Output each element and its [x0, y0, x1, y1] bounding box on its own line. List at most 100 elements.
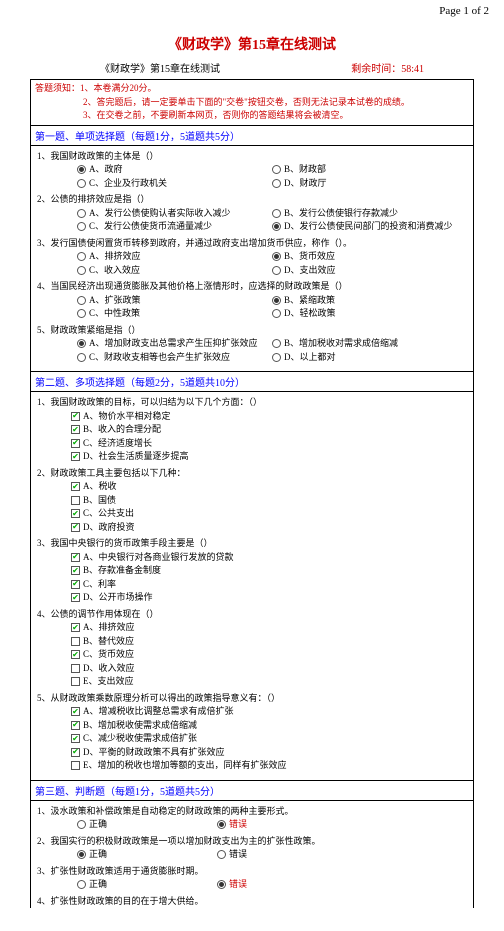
- radio-icon[interactable]: [77, 252, 86, 261]
- option[interactable]: B、国债: [71, 494, 467, 508]
- option[interactable]: A、税收: [71, 480, 467, 494]
- checkbox-icon[interactable]: [71, 412, 80, 421]
- option[interactable]: A、排挤效应: [71, 621, 467, 635]
- option[interactable]: A、物价水平相对稳定: [71, 410, 467, 424]
- checkbox-icon[interactable]: [71, 523, 80, 532]
- option[interactable]: E、增加的税收也增加等额的支出，同样有扩张效应: [71, 759, 467, 773]
- checkbox-icon[interactable]: [71, 650, 80, 659]
- radio-icon[interactable]: [77, 179, 86, 188]
- page-number: Page 1 of 2: [0, 0, 504, 22]
- option[interactable]: A、增减税收比调整总需求有成倍扩张: [71, 705, 467, 719]
- checkbox-icon[interactable]: [71, 623, 80, 632]
- radio-icon[interactable]: [77, 296, 86, 305]
- false-option[interactable]: 错误: [217, 878, 247, 892]
- option[interactable]: E、支出效应: [71, 675, 467, 689]
- option[interactable]: C、减少税收使需求成倍扩张: [71, 732, 467, 746]
- option[interactable]: C、利率: [71, 578, 467, 592]
- option[interactable]: B、发行公债使银行存款减少: [272, 207, 467, 221]
- option[interactable]: A、扩张政策: [77, 294, 272, 308]
- radio-icon[interactable]: [272, 266, 281, 275]
- radio-icon[interactable]: [77, 165, 86, 174]
- radio-icon[interactable]: [77, 309, 86, 318]
- true-option[interactable]: 正确: [77, 818, 107, 832]
- option[interactable]: B、货币效应: [272, 250, 467, 264]
- radio-icon[interactable]: [272, 353, 281, 362]
- option[interactable]: B、替代效应: [71, 635, 467, 649]
- option[interactable]: D、支出效应: [272, 264, 467, 278]
- option[interactable]: D、轻松政策: [272, 307, 467, 321]
- option[interactable]: D、政府投资: [71, 521, 467, 535]
- option[interactable]: D、平衡的财政政策不具有扩张效应: [71, 746, 467, 760]
- true-option[interactable]: 正确: [77, 848, 107, 862]
- option[interactable]: C、财政收支相等也会产生扩张效应: [77, 351, 272, 365]
- checkbox-icon[interactable]: [71, 677, 80, 686]
- option[interactable]: B、增加税收对需求成倍缩减: [272, 337, 467, 351]
- option[interactable]: B、存款准备金制度: [71, 564, 467, 578]
- option[interactable]: C、收入效应: [77, 264, 272, 278]
- option[interactable]: A、政府: [77, 163, 272, 177]
- radio-icon[interactable]: [77, 820, 86, 829]
- option[interactable]: A、增加财政支出总需求产生压抑扩张效应: [77, 337, 272, 351]
- option[interactable]: C、企业及行政机关: [77, 177, 272, 191]
- checkbox-icon[interactable]: [71, 496, 80, 505]
- radio-icon[interactable]: [272, 339, 281, 348]
- radio-icon[interactable]: [217, 880, 226, 889]
- radio-icon[interactable]: [272, 296, 281, 305]
- checkbox-icon[interactable]: [71, 509, 80, 518]
- checkbox-icon[interactable]: [71, 580, 80, 589]
- radio-icon[interactable]: [77, 266, 86, 275]
- checkbox-icon[interactable]: [71, 593, 80, 602]
- radio-icon[interactable]: [77, 209, 86, 218]
- checkbox-icon[interactable]: [71, 452, 80, 461]
- option[interactable]: A、排挤效应: [77, 250, 272, 264]
- radio-icon[interactable]: [272, 179, 281, 188]
- option[interactable]: B、财政部: [272, 163, 467, 177]
- option[interactable]: B、增加税收使需求成倍缩减: [71, 719, 467, 733]
- option[interactable]: C、经济适度增长: [71, 437, 467, 451]
- checkbox-icon[interactable]: [71, 707, 80, 716]
- options: A、物价水平相对稳定B、收入的合理分配C、经济适度增长D、社会生活质量逐步提高: [37, 410, 467, 464]
- option[interactable]: B、紧缩政策: [272, 294, 467, 308]
- true-option[interactable]: 正确: [77, 878, 107, 892]
- checkbox-icon[interactable]: [71, 748, 80, 757]
- radio-icon[interactable]: [77, 880, 86, 889]
- option[interactable]: B、收入的合理分配: [71, 423, 467, 437]
- radio-icon[interactable]: [77, 222, 86, 231]
- radio-icon[interactable]: [217, 850, 226, 859]
- checkbox-icon[interactable]: [71, 721, 80, 730]
- radio-icon[interactable]: [77, 850, 86, 859]
- checkbox-icon[interactable]: [71, 439, 80, 448]
- checkbox-icon[interactable]: [71, 553, 80, 562]
- option[interactable]: D、发行公债使民间部门的投资和消费减少: [272, 220, 467, 234]
- radio-icon[interactable]: [272, 222, 281, 231]
- option[interactable]: D、以上都对: [272, 351, 467, 365]
- checkbox-icon[interactable]: [71, 482, 80, 491]
- option[interactable]: D、社会生活质量逐步提高: [71, 450, 467, 464]
- option[interactable]: A、发行公债使购认者实际收入减少: [77, 207, 272, 221]
- option-label: A、排挤效应: [83, 621, 135, 635]
- radio-icon[interactable]: [272, 209, 281, 218]
- section1-header: 第一题、单项选择题（每题1分，5道题共5分）: [30, 126, 474, 146]
- radio-icon[interactable]: [272, 252, 281, 261]
- option[interactable]: D、公开市场操作: [71, 591, 467, 605]
- false-option[interactable]: 错误: [217, 848, 247, 862]
- option[interactable]: C、公共支出: [71, 507, 467, 521]
- option[interactable]: D、收入效应: [71, 662, 467, 676]
- checkbox-icon[interactable]: [71, 734, 80, 743]
- option[interactable]: C、中性政策: [77, 307, 272, 321]
- checkbox-icon[interactable]: [71, 425, 80, 434]
- radio-icon[interactable]: [272, 165, 281, 174]
- option[interactable]: C、货币效应: [71, 648, 467, 662]
- option[interactable]: A、中央银行对各商业银行发放的贷款: [71, 551, 467, 565]
- false-option[interactable]: 错误: [217, 818, 247, 832]
- checkbox-icon[interactable]: [71, 637, 80, 646]
- option[interactable]: D、财政厅: [272, 177, 467, 191]
- checkbox-icon[interactable]: [71, 664, 80, 673]
- radio-icon[interactable]: [272, 309, 281, 318]
- radio-icon[interactable]: [77, 353, 86, 362]
- option[interactable]: C、发行公债使货币流通量减少: [77, 220, 272, 234]
- radio-icon[interactable]: [217, 820, 226, 829]
- checkbox-icon[interactable]: [71, 566, 80, 575]
- radio-icon[interactable]: [77, 339, 86, 348]
- checkbox-icon[interactable]: [71, 761, 80, 770]
